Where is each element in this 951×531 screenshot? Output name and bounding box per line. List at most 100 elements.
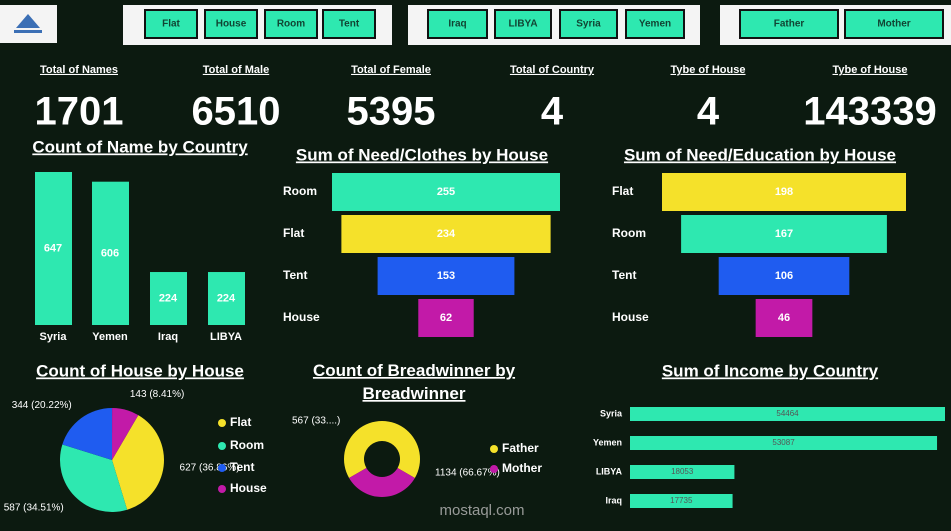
legend-dot [218,485,226,493]
chart-title: Sum of Need/Clothes by House [296,145,548,164]
chart-title: Sum of Income by Country [662,361,879,380]
data-label: 198 [775,186,793,198]
data-label: 606 [101,247,119,259]
slice [62,408,113,460]
data-label: 62 [440,312,452,324]
x-tick-label: Iraq [158,331,178,343]
data-label: 153 [437,270,455,282]
funnel-bar [332,173,560,211]
y-tick-label: Iraq [605,495,622,505]
slicer-label[interactable]: Mother [877,19,910,30]
slice [60,444,128,513]
x-tick-label: Yemen [92,331,128,343]
data-label: 17735 [670,496,693,505]
bar [630,494,733,508]
slicer-button[interactable] [322,9,376,39]
legend-dot [218,442,226,450]
data-label: 647 [44,242,62,254]
slicer-label[interactable]: LIBYA [508,19,537,30]
slicer-button[interactable] [494,9,552,39]
kpi-label: Tybe of House [671,64,746,76]
data-label: 1134 (66.67%) [435,468,500,479]
legend-dot [490,445,498,453]
y-tick-label: LIBYA [596,466,623,476]
slicer-label[interactable]: Syria [576,19,601,30]
category-label: Room [283,184,317,198]
kpi-value: 1701 [35,90,124,134]
slicer-button[interactable] [144,9,198,39]
kpi-label: Total of Country [510,64,595,76]
legend-dot [218,464,226,472]
slicer-button[interactable] [739,9,839,39]
slice [349,467,415,497]
slicer-label[interactable]: Iraq [448,19,466,30]
data-label: 255 [437,186,455,198]
funnel-bar [418,299,474,337]
slicer-label[interactable]: Flat [162,19,180,30]
data-label: 167 [775,228,793,240]
kpi-value: 6510 [192,90,281,134]
kpi-value: 4 [697,90,720,134]
watermark: mostaql.com [439,502,524,519]
kpi-value: 143339 [803,90,936,134]
data-label: 46 [778,312,790,324]
data-label: 224 [159,292,178,304]
logo-icon [16,14,40,28]
category-label: House [612,310,649,324]
legend-label: Flat [230,415,251,429]
chart-title: Count of Name by Country [32,137,248,156]
chart-title: Count of House by House [36,361,244,380]
legend-dot [490,465,498,473]
x-tick-label: Syria [40,331,68,343]
slice [344,420,421,479]
slicer-button[interactable] [264,9,318,39]
slicer-button[interactable] [559,9,618,39]
slicer-label[interactable]: House [216,19,247,30]
bar [150,272,187,325]
legend-label: Mother [502,461,542,475]
slice [112,415,164,510]
legend-label: House [230,481,267,495]
data-label: 143 (8.41%) [130,389,184,400]
funnel-bar [377,257,515,295]
y-tick-label: Syria [600,408,623,418]
y-tick-label: Yemen [593,437,622,447]
bar [630,465,735,479]
legend-dot [218,419,226,427]
chart-title: Sum of Need/Education by House [624,145,896,164]
data-label: 54464 [776,409,799,418]
funnel-bar [718,257,850,295]
slicer-label[interactable]: Father [774,19,805,30]
kpi-value: 5395 [347,90,436,134]
legend-label: Father [502,441,539,455]
bar [92,181,129,325]
slicer-button[interactable] [844,9,944,39]
chart-title: Count of Breadwinner by Breadwinner [313,361,516,403]
category-label: Tent [612,268,636,282]
slicer-label[interactable]: Room [277,19,305,30]
data-label: 106 [775,270,793,282]
bar [630,436,938,450]
x-tick-label: LIBYA [210,331,242,343]
data-label: 567 (33....) [292,416,340,427]
slicer-label[interactable]: Tent [339,19,360,30]
category-label: Flat [612,184,633,198]
funnel-bar [681,215,887,253]
legend-label: Tent [230,460,254,474]
data-label: 587 (34.51%) [4,503,64,514]
bar [630,407,945,421]
category-label: Room [612,226,646,240]
funnel-bar [341,215,551,253]
kpi-value: 4 [541,90,564,134]
data-label: 18053 [671,467,694,476]
bar [208,272,245,325]
slicer-button[interactable] [625,9,685,39]
logo-line [14,30,42,33]
slicer-label[interactable]: Yemen [639,19,671,30]
kpi-label: Total of Male [203,64,269,76]
data-label: 234 [437,228,456,240]
slicer-button[interactable] [427,9,488,39]
slicer-button[interactable] [204,9,258,39]
funnel-bar [662,173,906,211]
